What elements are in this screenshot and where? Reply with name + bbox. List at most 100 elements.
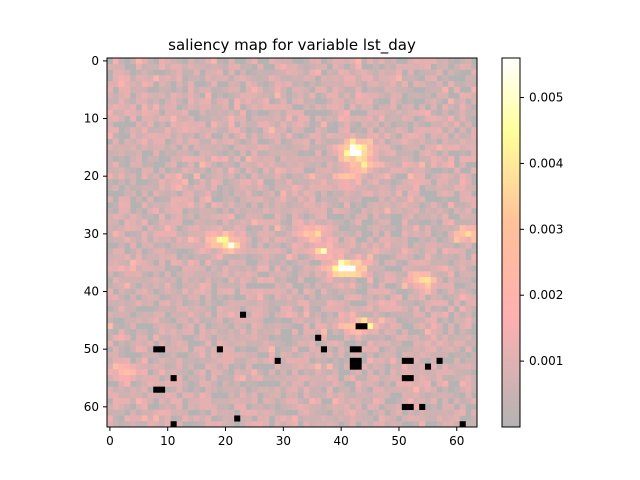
heatmap-cell <box>303 334 310 341</box>
heatmap-cell <box>303 305 310 312</box>
heatmap-cell <box>205 132 212 140</box>
heatmap-cell <box>309 328 316 336</box>
heatmap-cell <box>257 369 264 376</box>
heatmap-cell <box>199 161 206 168</box>
heatmap-cell <box>442 311 449 318</box>
heatmap-cell <box>367 173 374 180</box>
heatmap-cell <box>234 305 241 312</box>
heatmap-cell <box>257 81 264 88</box>
heatmap-cell <box>251 132 258 140</box>
heatmap-cell <box>384 161 391 168</box>
heatmap-cell <box>245 86 252 93</box>
heatmap-cell <box>430 254 437 261</box>
heatmap-cell <box>338 92 345 99</box>
heatmap-cell <box>459 196 466 203</box>
heatmap-cell <box>205 144 212 151</box>
heatmap-cell <box>326 340 333 347</box>
heatmap-cell <box>303 323 310 330</box>
heatmap-cell <box>193 398 200 405</box>
heatmap-cell <box>297 352 304 359</box>
heatmap-cell <box>187 225 195 232</box>
heatmap-cell <box>199 352 206 359</box>
heatmap-cell <box>332 300 339 307</box>
heatmap-cell <box>344 357 351 364</box>
heatmap-cell <box>361 161 368 168</box>
heatmap-cell <box>274 75 281 82</box>
heatmap-cell <box>453 352 460 359</box>
heatmap-cell <box>170 346 177 353</box>
heatmap-cell <box>424 109 432 116</box>
heatmap-cell <box>211 184 218 191</box>
heatmap-cell <box>135 127 142 134</box>
heatmap-cell <box>153 219 160 226</box>
heatmap-cell <box>147 375 154 382</box>
heatmap-cell <box>315 271 322 278</box>
heatmap-cell <box>251 58 258 65</box>
heatmap-cell <box>465 288 472 295</box>
heatmap-cell <box>124 202 131 209</box>
heatmap-cell <box>268 375 275 382</box>
heatmap-cell <box>309 69 316 76</box>
heatmap-cell <box>390 271 397 278</box>
heatmap-cell <box>153 357 160 364</box>
heatmap-cell <box>430 213 437 220</box>
heatmap-cell <box>170 328 177 336</box>
heatmap-cell <box>448 98 455 105</box>
heatmap-cell <box>297 92 304 99</box>
saturated-cell <box>355 323 362 330</box>
heatmap-cell <box>326 156 333 163</box>
heatmap-cell <box>234 392 241 399</box>
heatmap-cell <box>199 409 206 416</box>
heatmap-cell <box>396 375 403 382</box>
heatmap-cell <box>471 144 478 151</box>
heatmap-cell <box>326 173 333 180</box>
heatmap-cell <box>199 219 206 226</box>
heatmap-cell <box>257 156 264 163</box>
heatmap-cell <box>413 265 420 272</box>
heatmap-cell <box>182 150 189 157</box>
heatmap-cell <box>257 300 264 307</box>
heatmap-cell <box>349 230 356 238</box>
heatmap-cell <box>378 58 385 65</box>
heatmap-cell <box>164 161 171 168</box>
heatmap-cell <box>338 242 345 249</box>
heatmap-cell <box>320 300 327 307</box>
heatmap-cell <box>430 340 437 347</box>
heatmap-cell <box>251 409 258 416</box>
heatmap-cell <box>164 357 171 364</box>
heatmap-cell <box>199 415 206 422</box>
heatmap-cell <box>442 248 449 255</box>
heatmap-cell <box>274 230 281 238</box>
heatmap-cell <box>384 259 391 266</box>
heatmap-cell <box>118 409 125 416</box>
heatmap-cell <box>193 375 200 382</box>
heatmap-cell <box>135 184 142 191</box>
heatmap-cell <box>332 380 339 387</box>
heatmap-cell <box>471 132 478 140</box>
heatmap-cell <box>147 248 154 255</box>
heatmap-cell <box>234 380 241 387</box>
heatmap-cell <box>112 277 119 284</box>
heatmap-cell <box>413 179 420 186</box>
heatmap-cell <box>124 357 131 364</box>
heatmap-cell <box>459 132 466 140</box>
heatmap-cell <box>326 81 333 88</box>
heatmap-cell <box>396 109 403 116</box>
heatmap-cell <box>419 380 426 387</box>
heatmap-cell <box>141 294 148 301</box>
heatmap-cell <box>130 340 137 347</box>
heatmap-cell <box>211 328 218 336</box>
heatmap-cell <box>344 236 351 243</box>
heatmap-cell <box>459 225 466 232</box>
heatmap-cell <box>112 184 119 191</box>
heatmap-cell <box>176 363 183 370</box>
heatmap-cell <box>170 409 177 416</box>
heatmap-cell <box>378 352 385 359</box>
heatmap-cell <box>147 173 154 180</box>
heatmap-cell <box>384 248 391 255</box>
heatmap-cell <box>349 277 356 284</box>
heatmap-cell <box>459 311 466 318</box>
heatmap-cell <box>315 392 322 399</box>
heatmap-cell <box>419 363 426 370</box>
heatmap-cell <box>384 109 391 116</box>
